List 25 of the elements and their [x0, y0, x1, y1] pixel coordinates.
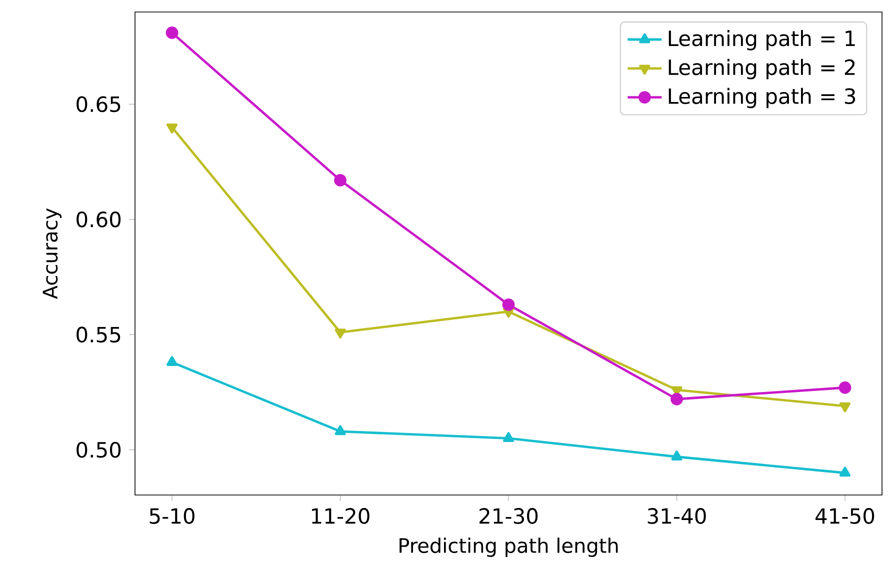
legend-label: Learning path = 3: [668, 88, 856, 108]
point: [671, 450, 682, 460]
x-tick-label: 21-30: [480, 508, 538, 524]
point: [502, 432, 514, 442]
point: [502, 298, 515, 311]
point: [670, 392, 683, 406]
x-tick-label: 5-10: [150, 508, 194, 524]
y-tick-label: 0.50: [76, 442, 121, 458]
point: [838, 381, 852, 394]
x-tick-label: 41-50: [816, 508, 874, 524]
x-axis-title: Predicting path length: [400, 538, 618, 557]
x-tick-label: 11-20: [312, 508, 370, 524]
y-tick-label: 0.55: [76, 326, 120, 343]
y-axis-title: Accuracy: [42, 208, 62, 299]
point: [166, 124, 178, 134]
y-tick-label: 0.65: [76, 96, 120, 112]
point: [334, 425, 346, 436]
point: [166, 356, 178, 366]
x-tick-label: 31-40: [648, 508, 706, 524]
y-tick-label: 0.60: [76, 211, 121, 228]
legend-label: Learning path = 1: [668, 30, 855, 50]
legend-label: Learning path = 2: [668, 58, 855, 80]
point: [166, 26, 178, 39]
point: [334, 174, 346, 186]
point: [839, 466, 851, 477]
